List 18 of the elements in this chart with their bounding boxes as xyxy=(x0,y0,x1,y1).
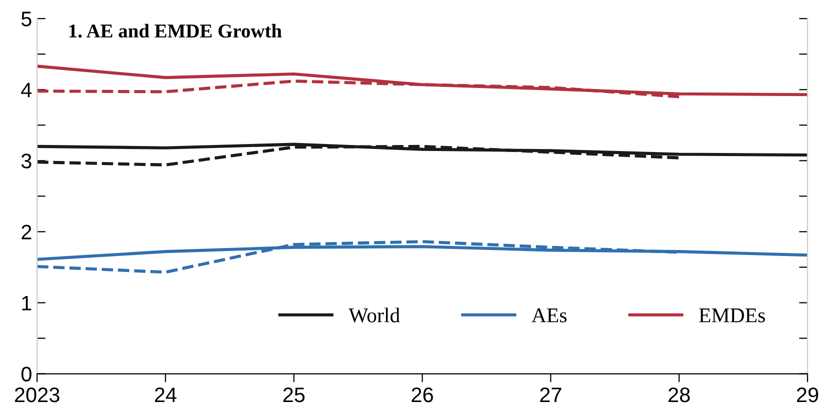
legend-label: World xyxy=(348,308,400,322)
x-tick-label: 26 xyxy=(412,388,433,402)
x-tick-label: 25 xyxy=(283,388,305,402)
y-tick-label: 5 xyxy=(21,12,32,26)
y-tick-label: 3 xyxy=(21,154,32,168)
x-tick-label: 29 xyxy=(796,388,818,402)
line-series xyxy=(37,64,808,96)
legend-label: EMDEs xyxy=(699,308,765,322)
chart-title: 1. AE and EMDE Growth xyxy=(69,24,282,38)
x-tick-label: 2023 xyxy=(14,388,60,402)
x-tick-label: 24 xyxy=(154,388,176,402)
legend-label: AEs xyxy=(532,308,567,322)
x-tick-label: 27 xyxy=(540,388,562,402)
x-tick-label: 28 xyxy=(668,388,690,402)
y-tick-label: 0 xyxy=(21,366,32,382)
y-tick-label: 4 xyxy=(21,82,32,98)
y-tick-label: 1 xyxy=(22,296,32,310)
y-tick-label: 2 xyxy=(22,224,32,240)
